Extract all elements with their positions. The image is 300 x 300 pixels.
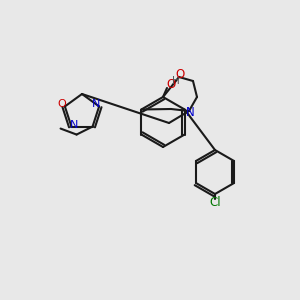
Text: O: O <box>166 79 175 92</box>
Text: N: N <box>92 99 100 110</box>
Text: O: O <box>58 99 66 110</box>
Text: O: O <box>176 68 184 82</box>
Text: H: H <box>172 76 180 86</box>
Text: N: N <box>70 120 79 130</box>
Text: N: N <box>186 106 194 118</box>
Text: Cl: Cl <box>209 196 221 208</box>
